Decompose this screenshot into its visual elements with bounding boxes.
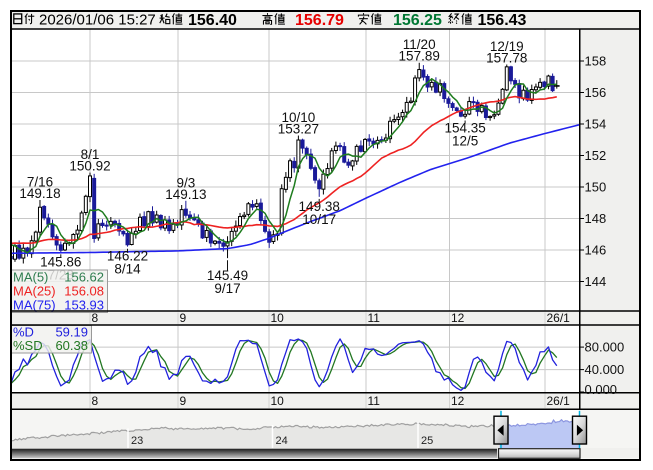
svg-text:9/3: 9/3 xyxy=(177,175,196,190)
svg-text:%D: %D xyxy=(13,325,34,340)
svg-text:154: 154 xyxy=(585,117,607,132)
svg-text:8/14: 8/14 xyxy=(114,262,141,277)
svg-text:23: 23 xyxy=(131,435,143,447)
svg-text:156: 156 xyxy=(585,85,607,100)
svg-text:10/17: 10/17 xyxy=(302,212,336,227)
svg-text:153.93: 153.93 xyxy=(64,298,104,313)
svg-text:153.27: 153.27 xyxy=(278,122,319,137)
svg-text:144: 144 xyxy=(585,274,607,289)
svg-text:12/19: 12/19 xyxy=(490,39,524,54)
svg-text:59.19: 59.19 xyxy=(55,325,88,340)
svg-text:150.92: 150.92 xyxy=(69,159,110,174)
svg-text:8: 8 xyxy=(92,311,99,325)
svg-text:24: 24 xyxy=(276,435,288,447)
svg-text:156.79: 156.79 xyxy=(295,12,344,29)
svg-text:156.62: 156.62 xyxy=(64,270,104,285)
svg-text:10: 10 xyxy=(271,311,285,325)
svg-text:MA(25): MA(25) xyxy=(13,284,56,299)
svg-text:9/17: 9/17 xyxy=(214,281,240,296)
svg-text:149.13: 149.13 xyxy=(165,187,206,202)
svg-text:149.18: 149.18 xyxy=(19,186,60,201)
svg-text:9: 9 xyxy=(180,311,187,325)
svg-text:149.38: 149.38 xyxy=(299,199,340,214)
svg-text:157.78: 157.78 xyxy=(486,51,527,66)
svg-text:157.89: 157.89 xyxy=(399,49,440,64)
svg-text:12: 12 xyxy=(451,394,465,408)
svg-text:158: 158 xyxy=(585,54,607,69)
svg-text:2026/01/06 15:27: 2026/01/06 15:27 xyxy=(39,12,156,29)
svg-text:145.86: 145.86 xyxy=(40,254,81,269)
svg-text:%SD: %SD xyxy=(13,338,43,353)
svg-text:40.000: 40.000 xyxy=(585,362,625,377)
svg-text:26/1: 26/1 xyxy=(547,311,571,325)
svg-text:11: 11 xyxy=(368,394,381,408)
svg-text:146.22: 146.22 xyxy=(107,249,148,264)
svg-text:7/16: 7/16 xyxy=(27,175,53,190)
svg-text:156.40: 156.40 xyxy=(188,12,237,29)
svg-text:9: 9 xyxy=(180,394,187,408)
svg-text:146: 146 xyxy=(585,243,607,258)
svg-text:MA(5): MA(5) xyxy=(13,270,48,285)
svg-text:152: 152 xyxy=(585,148,607,163)
svg-text:8/1: 8/1 xyxy=(81,147,100,162)
svg-text:150: 150 xyxy=(585,180,607,195)
svg-text:145.49: 145.49 xyxy=(207,268,248,283)
svg-text:25: 25 xyxy=(421,435,433,447)
svg-text:60.38: 60.38 xyxy=(55,338,88,353)
svg-text:148: 148 xyxy=(585,211,607,226)
svg-text:11: 11 xyxy=(368,311,381,325)
svg-text:10/10: 10/10 xyxy=(282,110,316,125)
svg-text:80.000: 80.000 xyxy=(585,340,625,355)
svg-text:154.35: 154.35 xyxy=(444,121,485,136)
svg-text:0.000: 0.000 xyxy=(585,382,618,397)
svg-text:156.25: 156.25 xyxy=(393,12,442,29)
svg-text:10: 10 xyxy=(271,394,285,408)
svg-text:8: 8 xyxy=(92,394,99,408)
svg-text:MA(75): MA(75) xyxy=(13,298,56,313)
svg-text:156.43: 156.43 xyxy=(478,12,527,29)
svg-text:26/1: 26/1 xyxy=(547,394,571,408)
svg-text:156.08: 156.08 xyxy=(64,284,104,299)
svg-text:11/20: 11/20 xyxy=(403,37,436,52)
svg-text:12/5: 12/5 xyxy=(452,134,478,149)
svg-text:12: 12 xyxy=(451,311,465,325)
